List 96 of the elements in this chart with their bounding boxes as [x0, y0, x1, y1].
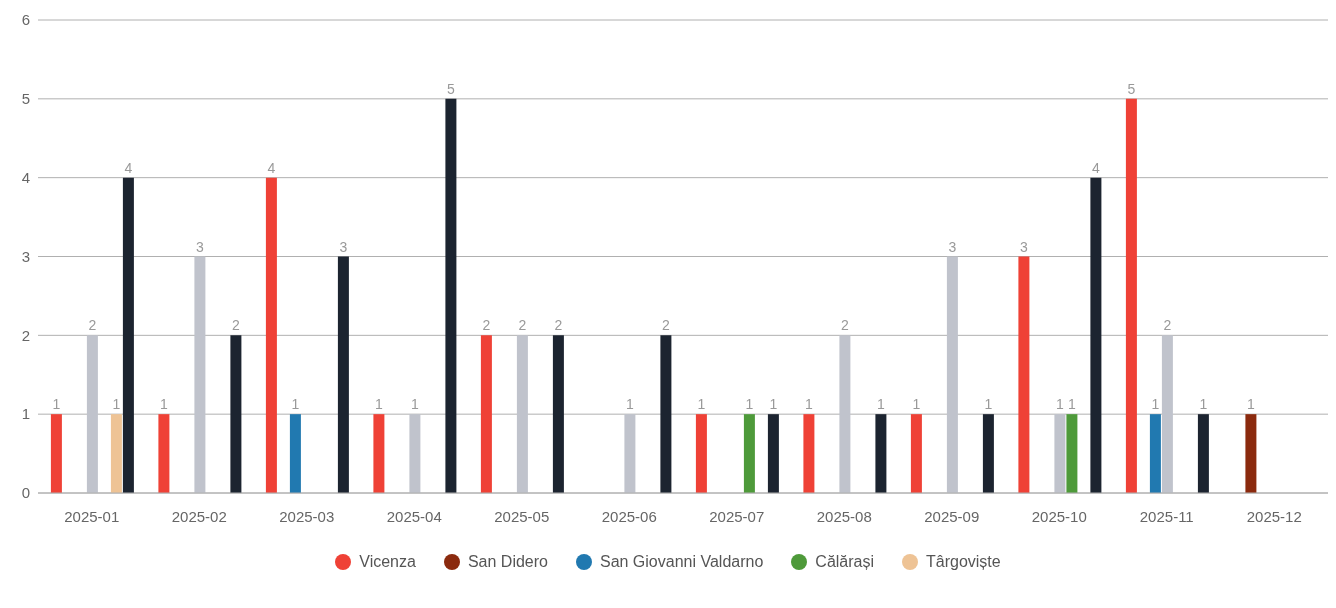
y-tick-label: 2 — [21, 326, 30, 344]
data-label: 1 — [375, 396, 383, 413]
bar — [230, 335, 242, 493]
x-tick-label: 2025-03 — [279, 507, 335, 525]
bar — [409, 414, 421, 493]
y-tick-label: 4 — [21, 168, 30, 186]
bar — [1149, 414, 1161, 493]
legend-label: Vicenza — [359, 553, 416, 571]
bar — [982, 414, 994, 493]
bar — [373, 414, 385, 493]
y-tick-label: 5 — [21, 90, 30, 108]
bar — [1197, 414, 1209, 493]
data-label: 1 — [877, 396, 885, 413]
bar — [1054, 414, 1066, 493]
data-label: 2 — [518, 317, 527, 334]
x-tick-label: 2025-08 — [816, 507, 872, 525]
bar — [910, 414, 922, 493]
data-label: 1 — [805, 396, 813, 413]
bar — [86, 335, 98, 493]
data-label: 4 — [124, 159, 133, 176]
y-tick-label: 6 — [21, 11, 30, 29]
x-tick-label: 2025-09 — [924, 507, 980, 525]
data-label: 1 — [626, 396, 634, 413]
data-label: 1 — [745, 396, 754, 413]
data-label: 1 — [1056, 396, 1064, 413]
bar — [946, 256, 958, 493]
bar — [624, 414, 636, 493]
data-label: 2 — [88, 317, 97, 334]
bar — [803, 414, 815, 493]
bar — [194, 256, 206, 493]
y-tick-label: 3 — [21, 247, 30, 265]
x-tick-label: 2025-11 — [1139, 507, 1194, 525]
data-label: 2 — [841, 317, 849, 334]
data-label: 3 — [339, 238, 348, 255]
bar — [158, 414, 170, 493]
data-label: 2 — [554, 317, 563, 334]
data-label: 1 — [52, 396, 61, 413]
data-label: 3 — [196, 238, 204, 255]
bar — [1090, 177, 1102, 493]
data-label: 1 — [1068, 396, 1076, 413]
x-tick-label: 2025-02 — [171, 507, 227, 525]
bar — [695, 414, 707, 493]
bar — [516, 335, 528, 493]
bar — [660, 335, 672, 493]
data-label: 1 — [411, 396, 419, 413]
data-label: 1 — [912, 396, 921, 413]
bar — [265, 177, 277, 493]
data-label: 2 — [482, 317, 491, 334]
bar — [122, 177, 134, 493]
bar — [1161, 335, 1173, 493]
data-label: 1 — [112, 396, 121, 413]
bar — [1125, 98, 1137, 493]
bar — [743, 414, 755, 493]
bar — [445, 98, 457, 493]
bar — [289, 414, 301, 493]
x-tick-label: 2025-07 — [709, 507, 765, 525]
data-label: 1 — [291, 396, 300, 413]
bar — [839, 335, 851, 493]
bar — [552, 335, 564, 493]
data-label: 1 — [1199, 396, 1208, 413]
y-tick-label: 0 — [21, 484, 30, 502]
data-label: 2 — [1163, 317, 1172, 334]
data-label: 3 — [948, 238, 957, 255]
data-label: 1 — [1247, 396, 1255, 413]
bar — [50, 414, 62, 493]
legend-label: Târgoviște — [926, 553, 1001, 571]
bar — [110, 414, 122, 493]
data-label: 5 — [447, 80, 455, 97]
bar — [875, 414, 887, 493]
data-label: 3 — [1020, 238, 1028, 255]
bar — [1066, 414, 1078, 493]
bar — [767, 414, 779, 493]
data-label: 1 — [1151, 396, 1160, 413]
data-label: 2 — [662, 317, 670, 334]
legend-label: San Giovanni Valdarno — [599, 553, 764, 571]
data-label: 1 — [769, 396, 778, 413]
data-label: 1 — [697, 396, 706, 413]
y-tick-label: 1 — [21, 405, 30, 423]
data-label: 4 — [267, 159, 276, 176]
legend-label: San Didero — [467, 553, 548, 571]
x-tick-label: 2025-10 — [1031, 507, 1087, 525]
x-tick-label: 2025-06 — [601, 507, 657, 525]
bar — [337, 256, 349, 493]
legend-label: Călărași — [815, 553, 875, 571]
data-label: 2 — [232, 317, 240, 334]
data-label: 1 — [160, 396, 168, 413]
x-tick-label: 2025-12 — [1246, 507, 1302, 525]
x-tick-label: 2025-01 — [64, 507, 120, 525]
data-label: 5 — [1127, 80, 1136, 97]
bar — [1018, 256, 1030, 493]
data-label: 1 — [984, 396, 993, 413]
x-tick-label: 2025-04 — [386, 507, 442, 525]
bar — [1245, 414, 1257, 493]
bar — [480, 335, 492, 493]
data-label: 4 — [1092, 159, 1100, 176]
x-tick-label: 2025-05 — [494, 507, 550, 525]
